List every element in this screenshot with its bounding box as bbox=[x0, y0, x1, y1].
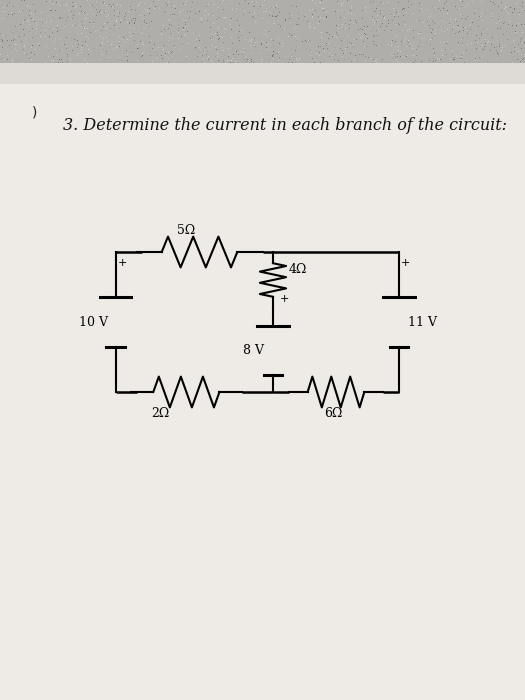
Text: +: + bbox=[279, 295, 289, 304]
Text: 8 V: 8 V bbox=[243, 344, 264, 356]
Text: 10 V: 10 V bbox=[79, 316, 108, 328]
Text: 4Ω: 4Ω bbox=[289, 263, 307, 276]
Bar bbox=[0, 0, 525, 84]
Text: +: + bbox=[401, 258, 411, 267]
Text: +: + bbox=[118, 258, 127, 267]
Text: 6Ω: 6Ω bbox=[324, 407, 342, 421]
Text: 3. Determine the current in each branch of the circuit:: 3. Determine the current in each branch … bbox=[63, 118, 507, 134]
Bar bbox=[0, 63, 525, 84]
Text: 11 V: 11 V bbox=[408, 316, 437, 328]
Text: ): ) bbox=[32, 105, 37, 119]
Text: 5Ω: 5Ω bbox=[177, 223, 195, 237]
Text: 2Ω: 2Ω bbox=[151, 407, 169, 421]
